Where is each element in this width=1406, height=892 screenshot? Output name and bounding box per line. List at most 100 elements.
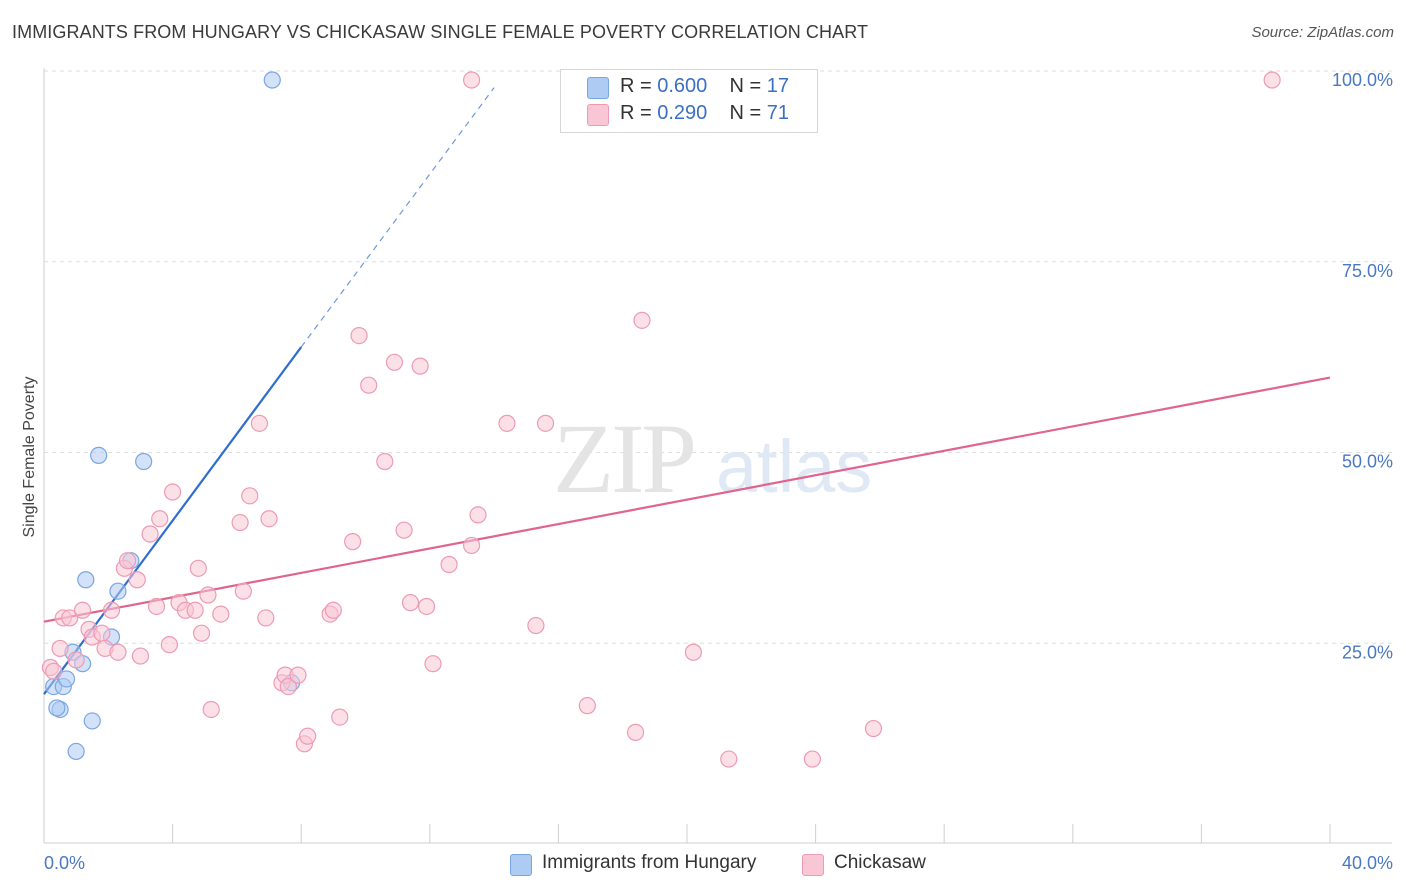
- data-point: [48, 699, 66, 717]
- data-point: [250, 414, 269, 432]
- data-point: [395, 521, 413, 539]
- gridlines: [44, 70, 1392, 644]
- correlation-legend: R = 0.600 N = 17 R = 0.290 N = 71: [560, 69, 818, 133]
- data-point: [67, 742, 85, 761]
- y-tick-label-2: 75.0%: [1342, 261, 1393, 281]
- data-point: [77, 571, 95, 589]
- chart-title: IMMIGRANTS FROM HUNGARY VS CHICKASAW SIN…: [12, 22, 869, 42]
- legend-n-label: N =: [729, 102, 767, 124]
- legend-r-value: 0.600: [657, 75, 708, 97]
- data-point: [241, 487, 259, 505]
- y-tick-label-1: 50.0%: [1342, 452, 1393, 472]
- data-point: [498, 414, 516, 432]
- data-point: [411, 357, 429, 375]
- data-point: [462, 71, 481, 89]
- data-point: [401, 594, 420, 612]
- x-tick-label-0: 0.0%: [44, 853, 85, 873]
- data-point: [803, 750, 821, 768]
- data-point: [289, 666, 307, 684]
- data-point: [118, 552, 137, 570]
- data-point: [231, 513, 249, 532]
- data-point: [376, 452, 394, 471]
- data-point: [189, 559, 207, 577]
- data-point: [83, 712, 101, 730]
- data-point: [109, 582, 127, 600]
- data-point: [45, 662, 63, 680]
- trend-extension-0: [300, 87, 495, 348]
- data-point: [417, 597, 436, 616]
- y-axis-label: Single Female Poverty: [21, 377, 38, 538]
- y-tick-labels: 25.0% 50.0% 75.0% 100.0%: [1332, 70, 1393, 662]
- data-point: [57, 670, 76, 688]
- data-point: [128, 571, 146, 589]
- data-point: [260, 510, 278, 528]
- data-point: [90, 446, 108, 464]
- data-point: [350, 327, 368, 345]
- data-point: [626, 723, 645, 741]
- data-point: [424, 655, 442, 673]
- x-tick-label-1: 40.0%: [1342, 853, 1393, 873]
- data-point: [536, 414, 555, 432]
- data-point: [360, 376, 378, 394]
- series-1-points: [41, 71, 1281, 768]
- data-points: [41, 71, 1281, 768]
- data-point: [385, 353, 404, 371]
- bottom-legend-label-hungary: Immigrants from Hungary: [542, 852, 757, 873]
- data-point: [527, 616, 545, 635]
- data-point: [257, 609, 275, 627]
- data-point: [192, 624, 211, 642]
- data-point: [469, 506, 487, 524]
- trend-line-1: [43, 376, 1331, 623]
- x-tick-marks: [43, 824, 1331, 843]
- bottom-legend-swatch-hungary: [510, 854, 532, 876]
- data-point: [164, 483, 182, 501]
- y-tick-label-0: 25.0%: [1342, 642, 1393, 662]
- data-point: [160, 636, 178, 654]
- x-tick-labels: 0.0% 40.0%: [44, 853, 1393, 873]
- legend-n-value: 17: [766, 75, 790, 97]
- data-point: [299, 727, 317, 745]
- source-note: Source: ZipAtlas.com: [1251, 24, 1394, 41]
- watermark-atlas: atlas: [716, 425, 872, 508]
- data-point: [73, 601, 92, 619]
- data-point: [131, 647, 150, 665]
- data-point: [440, 555, 458, 574]
- data-point: [102, 601, 121, 619]
- data-point: [147, 597, 166, 616]
- data-point: [61, 609, 79, 627]
- legend-r-value: 0.290: [657, 102, 708, 124]
- legend-text-hungary: R = 0.600 N = 17: [620, 75, 789, 98]
- y-tick-label-3: 100.0%: [1332, 70, 1393, 90]
- legend-swatch-hungary: [587, 77, 609, 99]
- legend-r-label: R =: [620, 102, 658, 124]
- axes: [43, 68, 1392, 844]
- data-point: [93, 624, 111, 642]
- watermark: ZIP atlas: [553, 403, 872, 514]
- data-point: [135, 452, 153, 471]
- legend-text-chickasaw: R = 0.290 N = 71: [620, 102, 789, 125]
- data-point: [109, 643, 127, 661]
- trend-lines: [43, 87, 1331, 695]
- data-point: [186, 601, 204, 619]
- data-point: [1263, 71, 1281, 89]
- data-point: [720, 750, 738, 768]
- data-point: [234, 582, 252, 600]
- data-point: [151, 510, 169, 528]
- legend-n-label: N =: [729, 75, 767, 97]
- data-point: [324, 601, 342, 619]
- data-point: [202, 700, 220, 719]
- watermark-zip: ZIP: [553, 403, 694, 514]
- data-point: [578, 697, 596, 715]
- bottom-legend-label-chickasaw: Chickasaw: [834, 852, 926, 873]
- legend-n-value: 71: [766, 102, 790, 124]
- data-point: [344, 533, 362, 551]
- data-point: [864, 719, 883, 738]
- data-point: [67, 651, 85, 669]
- data-point: [279, 677, 297, 696]
- data-point: [684, 643, 703, 661]
- data-point: [212, 605, 230, 623]
- data-point: [199, 586, 217, 604]
- data-point: [633, 311, 651, 329]
- bottom-legend-swatch-chickasaw: [802, 854, 824, 876]
